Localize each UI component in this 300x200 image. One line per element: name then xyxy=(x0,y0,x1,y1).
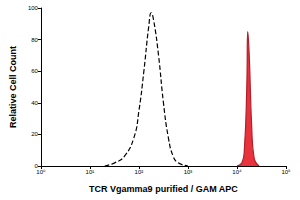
svg-text:TCR Vgamma9 purified / GAM APC: TCR Vgamma9 purified / GAM APC xyxy=(89,184,238,194)
svg-text:20: 20 xyxy=(31,131,38,137)
svg-text:Relative Cell Count: Relative Cell Count xyxy=(8,46,18,128)
svg-text:0: 0 xyxy=(34,163,38,169)
svg-text:10⁴: 10⁴ xyxy=(232,169,242,175)
svg-text:10¹: 10¹ xyxy=(86,169,95,175)
svg-text:100: 100 xyxy=(28,5,39,11)
svg-text:10⁰: 10⁰ xyxy=(36,169,46,175)
svg-text:10³: 10³ xyxy=(184,169,193,175)
svg-text:60: 60 xyxy=(31,68,38,74)
svg-text:10⁵: 10⁵ xyxy=(281,169,291,175)
svg-text:10²: 10² xyxy=(135,169,144,175)
svg-text:80: 80 xyxy=(31,37,38,43)
svg-text:40: 40 xyxy=(31,100,38,106)
